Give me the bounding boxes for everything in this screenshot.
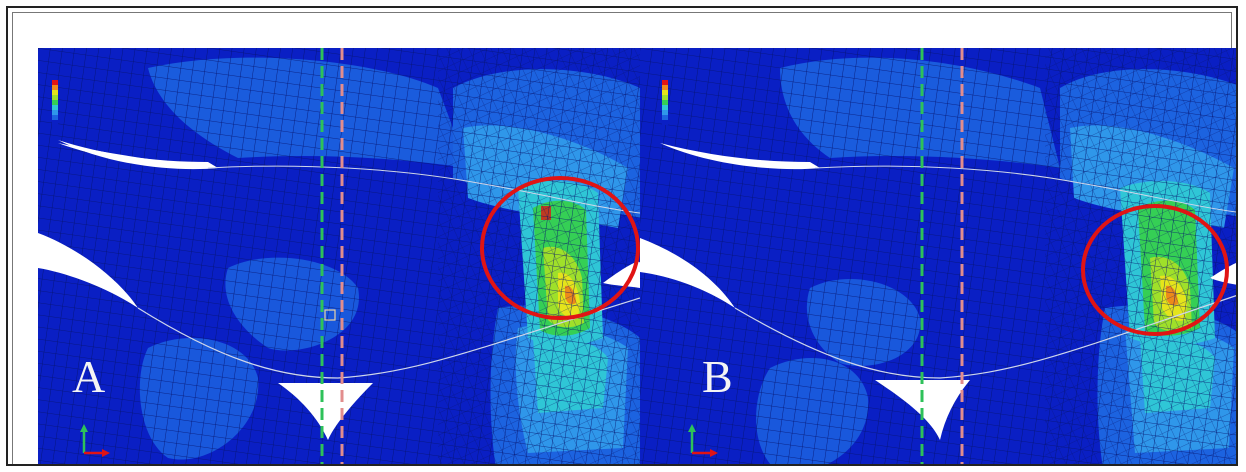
figure-frame: A [6,6,1238,466]
highlight-ellipse-a [480,176,640,320]
fem-mesh-image-b [640,48,1236,464]
panel-label-a: A [72,351,107,402]
panel-b: B [640,48,1236,464]
highlight-ellipse-b [1081,204,1229,336]
axis-triad-icon [688,424,718,457]
fem-mesh-image-a [38,48,640,464]
panel-label-b: B [702,351,734,402]
axis-triad-icon [80,424,110,457]
color-legend [52,80,58,125]
panel-a: A [38,48,640,464]
color-legend [662,80,668,125]
